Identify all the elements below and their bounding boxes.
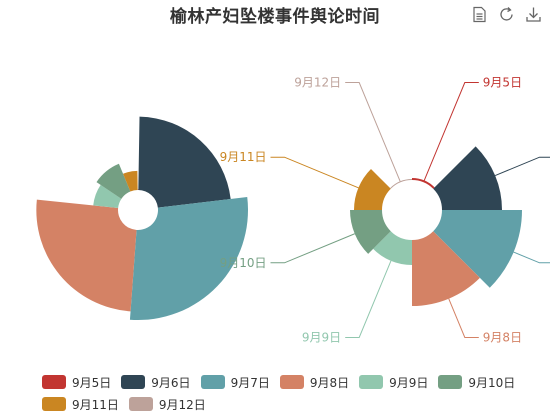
chart-title: 榆林产妇坠楼事件舆论时间 <box>170 7 380 27</box>
label-line-4 <box>448 298 479 338</box>
rose-slice-radius-3[interactable] <box>129 197 248 320</box>
save-image-icon[interactable] <box>525 6 542 23</box>
rose-slice-radius-7[interactable] <box>123 170 138 192</box>
legend-item-5[interactable]: 9月9日 <box>359 374 428 390</box>
legend-item-8[interactable]: 9月12日 <box>128 396 206 412</box>
slice-label-5: 9月9日 <box>302 330 341 344</box>
legend-item-4[interactable]: 9月8日 <box>279 374 350 390</box>
toolbox <box>471 6 542 23</box>
restore-icon[interactable] <box>498 6 515 23</box>
label-line-2 <box>494 156 550 177</box>
legend-swatch <box>359 375 384 389</box>
rose-slice-area-1[interactable] <box>412 178 435 189</box>
rose-slice-area-7[interactable] <box>354 168 391 210</box>
legend-swatch <box>279 375 304 389</box>
slice-label-7: 9月11日 <box>220 150 267 164</box>
rose-slice-radius-2[interactable] <box>138 116 231 208</box>
legend-item-1[interactable]: 9月5日 <box>42 374 111 390</box>
legend-swatch <box>200 375 225 389</box>
rose-slice-area-6[interactable] <box>350 210 391 254</box>
legend-label: 9月9日 <box>389 375 429 390</box>
legend-item-7[interactable]: 9月11日 <box>42 396 119 412</box>
label-line-1 <box>423 82 479 181</box>
slice-label-4: 9月8日 <box>483 330 522 344</box>
rose-slice-radius-6[interactable] <box>96 163 131 199</box>
legend-label: 9月11日 <box>72 397 119 412</box>
rose-slice-area-3[interactable] <box>433 210 522 288</box>
legend-item-2[interactable]: 9月6日 <box>121 374 191 390</box>
label-line-3 <box>513 251 550 264</box>
legend-label: 9月7日 <box>230 375 270 390</box>
legend-label: 9月6日 <box>151 375 191 390</box>
label-line-5 <box>345 260 392 338</box>
label-line-8 <box>345 82 401 182</box>
legend-label: 9月12日 <box>158 397 206 412</box>
slice-label-1: 9月5日 <box>483 76 522 90</box>
legend-item-3[interactable]: 9月7日 <box>200 374 270 390</box>
rose-slice-area-8[interactable] <box>390 179 412 189</box>
rose-slice-radius-4[interactable] <box>36 199 137 312</box>
rose-slice-area-5[interactable] <box>373 231 412 265</box>
legend-swatch <box>121 375 146 389</box>
legend-label: 9月5日 <box>72 375 112 390</box>
data-view-icon[interactable] <box>471 6 488 23</box>
chart-legend: 9月5日 9月6日 9月7日 9月8日 9月9日 9月10日 9月11日 9月12日 <box>42 374 542 412</box>
rose-slice-radius-5[interactable] <box>93 184 122 208</box>
slice-label-6: 9月10日 <box>220 256 267 270</box>
legend-swatch <box>42 375 66 389</box>
label-line-6 <box>270 233 355 264</box>
legend-swatch <box>128 397 153 411</box>
legend-label: 9月8日 <box>309 375 350 390</box>
legend-swatch <box>42 397 66 411</box>
legend-item-6[interactable]: 9月10日 <box>438 374 515 390</box>
rose-slice-area-2[interactable] <box>433 146 502 210</box>
legend-label: 9月10日 <box>468 375 516 390</box>
slice-label-8: 9月12日 <box>294 76 341 90</box>
legend-swatch <box>438 375 463 389</box>
label-line-7 <box>270 156 359 189</box>
rose-slice-area-4[interactable] <box>412 231 480 306</box>
rose-chart-radius <box>36 116 248 320</box>
